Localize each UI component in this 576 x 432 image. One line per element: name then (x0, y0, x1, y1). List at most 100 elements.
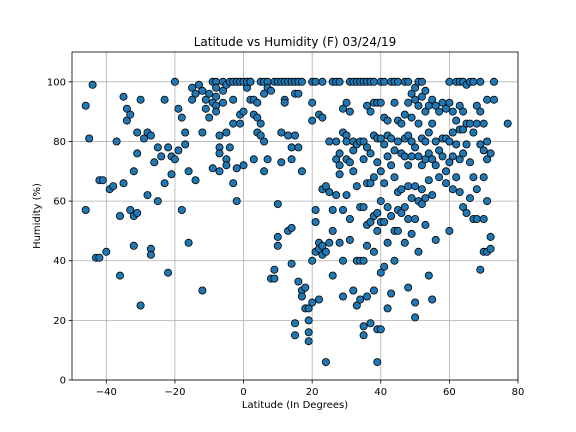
plot-frame (71, 51, 519, 381)
scatter-point (503, 119, 512, 128)
x-tick-label: 0 (240, 387, 246, 398)
scatter-point (311, 217, 320, 226)
scatter-point (239, 161, 248, 170)
scatter-point (304, 316, 313, 325)
scatter-point (297, 292, 306, 301)
scatter-point (445, 226, 454, 235)
scatter-point (308, 298, 317, 307)
x-axis-label: Latitude (In Degrees) (242, 400, 348, 411)
y-tick-label: 0 (60, 376, 66, 387)
scatter-point (160, 179, 169, 188)
scatter-point (462, 140, 471, 149)
scatter-point (462, 208, 471, 217)
scatter-point (431, 137, 440, 146)
scatter-point (260, 137, 269, 146)
y-tick-label: 100 (47, 77, 66, 88)
scatter-point (455, 155, 464, 164)
scatter-point (421, 86, 430, 95)
scatter-point (407, 113, 416, 122)
scatter-point (376, 134, 385, 143)
scatter-point (472, 214, 481, 223)
scatter-point (256, 131, 265, 140)
scatter-point (198, 128, 207, 137)
y-tick-label: 60 (53, 197, 66, 208)
scatter-point (260, 167, 269, 176)
scatter-point (489, 95, 498, 104)
scatter-point (483, 95, 492, 104)
scatter-point (452, 140, 461, 149)
scatter-point (417, 200, 426, 209)
scatter-point (345, 214, 354, 223)
scatter-point (222, 128, 231, 137)
scatter-point (284, 131, 293, 140)
scatter-point (387, 289, 396, 298)
scatter-point (421, 220, 430, 229)
scatter-point (366, 217, 375, 226)
scatter-point (222, 161, 231, 170)
y-tick-label: 80 (53, 137, 66, 148)
scatter-point (407, 194, 416, 203)
scatter-point (126, 110, 135, 119)
scatter-point (435, 146, 444, 155)
scatter-point (352, 301, 361, 310)
scatter-point (359, 137, 368, 146)
scatter-point (133, 149, 142, 158)
scatter-point (133, 208, 142, 217)
scatter-point (362, 143, 371, 152)
scatter-point (428, 191, 437, 200)
scatter-point (452, 173, 461, 182)
scatter-point (486, 232, 495, 241)
scatter-point (397, 119, 406, 128)
scatter-point (479, 214, 488, 223)
scatter-point (153, 197, 162, 206)
scatter-point (404, 283, 413, 292)
scatter-point (290, 319, 299, 328)
scatter-point (325, 238, 334, 247)
scatter-point (338, 104, 347, 113)
scatter-point (431, 161, 440, 170)
scatter-point (332, 191, 341, 200)
scatter-point (256, 119, 265, 128)
scatter-point (452, 116, 461, 125)
scatter-point (338, 256, 347, 265)
scatter-point (167, 170, 176, 179)
scatter-point (383, 238, 392, 247)
scatter-point (479, 146, 488, 155)
scatter-point (177, 113, 186, 122)
scatter-point (489, 77, 498, 86)
scatter-point (88, 80, 97, 89)
scatter-point (428, 155, 437, 164)
x-tick-label: 80 (512, 387, 525, 398)
scatter-point (479, 173, 488, 182)
scatter-point (397, 185, 406, 194)
scatter-point (215, 167, 224, 176)
scatter-point (404, 214, 413, 223)
scatter-point (208, 164, 217, 173)
scatter-point (455, 101, 464, 110)
scatter-point (212, 92, 221, 101)
scatter-point (239, 107, 248, 116)
scatter-point (448, 107, 457, 116)
scatter-point (297, 77, 306, 86)
scatter-point (438, 152, 447, 161)
scatter-point (194, 80, 203, 89)
scatter-point (393, 226, 402, 235)
x-tick-label: 60 (443, 387, 456, 398)
scatter-point (136, 301, 145, 310)
scatter-point (81, 101, 90, 110)
scatter-point (400, 203, 409, 212)
scatter-point (400, 110, 409, 119)
scatter-point (136, 95, 145, 104)
scatter-point (390, 146, 399, 155)
x-tick-label: 40 (374, 387, 387, 398)
scatter-point (304, 304, 313, 313)
scatter-point (328, 271, 337, 280)
scatter-point (277, 128, 286, 137)
scatter-point (318, 77, 327, 86)
scatter-point (191, 89, 200, 98)
scatter-point (465, 194, 474, 203)
scatter-point (414, 247, 423, 256)
scatter-point (164, 143, 173, 152)
scatter-point (308, 256, 317, 265)
